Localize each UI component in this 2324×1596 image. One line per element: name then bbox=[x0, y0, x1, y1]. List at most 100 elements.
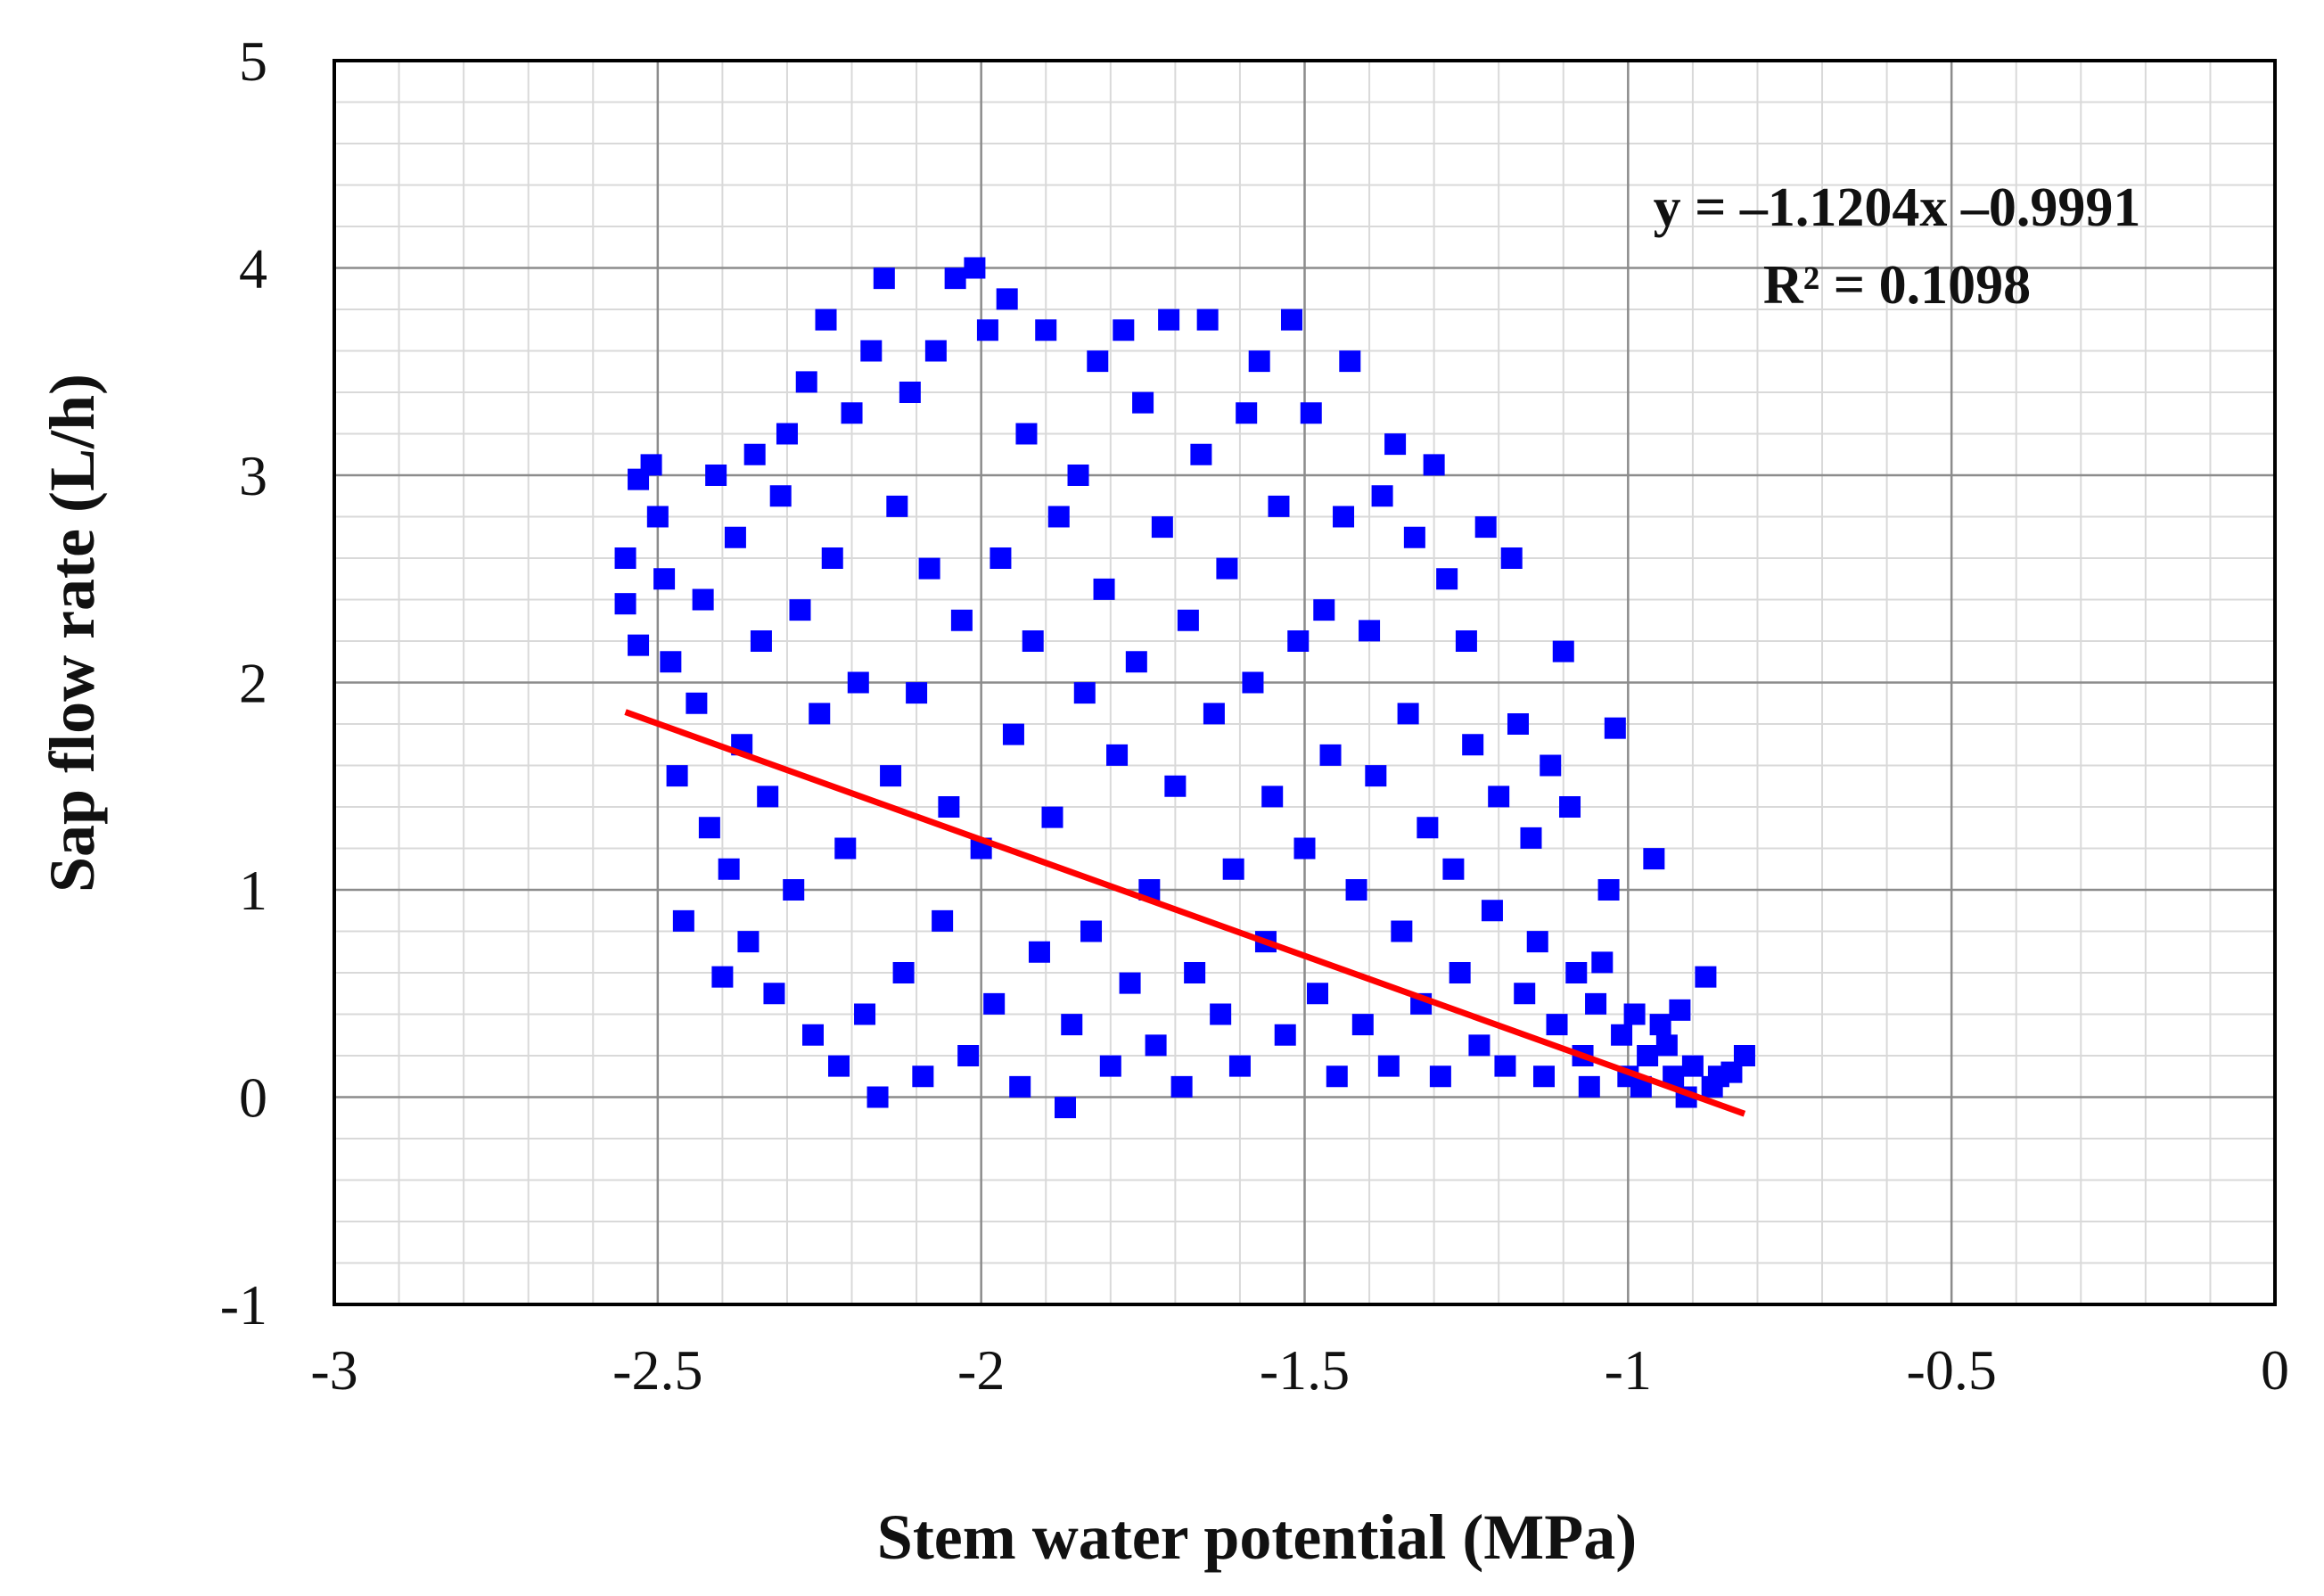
data-point bbox=[1158, 309, 1180, 331]
data-point bbox=[1125, 651, 1147, 673]
data-point bbox=[899, 382, 921, 403]
x-tick-label: -2 bbox=[957, 1338, 1005, 1402]
data-point bbox=[1132, 391, 1154, 414]
data-point bbox=[698, 817, 720, 839]
data-point bbox=[1222, 858, 1244, 880]
data-point bbox=[906, 682, 928, 704]
data-point bbox=[828, 1055, 850, 1077]
data-point bbox=[1028, 941, 1050, 963]
data-point bbox=[1733, 1045, 1755, 1066]
data-point bbox=[711, 966, 734, 988]
data-point bbox=[1578, 1075, 1600, 1098]
data-point bbox=[1216, 557, 1238, 580]
x-axis-tick-labels: -3 -2.5 -2 -1.5 -1 -0.5 0 bbox=[310, 1338, 2289, 1402]
data-point bbox=[1520, 827, 1542, 849]
data-point bbox=[1637, 1045, 1659, 1066]
data-points bbox=[614, 257, 1755, 1119]
data-point bbox=[757, 786, 779, 808]
data-point bbox=[1151, 516, 1173, 539]
data-point bbox=[938, 796, 960, 818]
data-point bbox=[614, 547, 636, 569]
y-axis-title: Sap flow rate (L/h) bbox=[37, 374, 108, 893]
data-point bbox=[841, 402, 863, 424]
data-point bbox=[686, 692, 708, 714]
data-point bbox=[1287, 630, 1310, 652]
plot-area-frame bbox=[333, 59, 2277, 1306]
data-point bbox=[860, 340, 883, 362]
data-point bbox=[1242, 671, 1264, 694]
data-point bbox=[854, 1003, 876, 1025]
data-point bbox=[996, 288, 1018, 310]
data-point bbox=[737, 931, 760, 953]
data-point bbox=[834, 837, 857, 860]
data-point bbox=[1481, 900, 1503, 922]
data-point bbox=[815, 309, 837, 331]
data-point bbox=[1565, 962, 1588, 983]
data-point bbox=[1649, 1014, 1671, 1036]
data-point bbox=[1073, 682, 1096, 704]
data-point bbox=[1055, 1097, 1077, 1119]
data-point bbox=[918, 557, 940, 580]
data-point bbox=[1119, 972, 1141, 994]
data-point bbox=[672, 909, 694, 932]
y-tick-label: 4 bbox=[239, 237, 267, 300]
x-tick-label: 0 bbox=[2261, 1338, 2289, 1402]
data-point bbox=[1015, 423, 1038, 445]
data-point bbox=[646, 506, 669, 528]
data-point bbox=[783, 879, 805, 901]
data-point bbox=[1293, 837, 1316, 860]
data-point bbox=[847, 671, 869, 694]
y-tick-label: 2 bbox=[239, 652, 267, 715]
data-point bbox=[1351, 1014, 1374, 1036]
data-point bbox=[1184, 962, 1206, 983]
y-tick-label: 0 bbox=[239, 1066, 267, 1130]
data-point bbox=[1681, 1055, 1704, 1077]
data-point bbox=[1345, 879, 1367, 901]
data-point bbox=[789, 599, 811, 621]
data-point bbox=[1377, 1055, 1400, 1077]
data-point bbox=[1449, 962, 1471, 983]
data-point bbox=[1429, 1065, 1451, 1088]
trendline-equation: y = –1.1204x –0.9991 bbox=[1654, 177, 2141, 238]
data-point bbox=[1384, 433, 1407, 456]
data-point bbox=[801, 1024, 824, 1046]
data-point bbox=[718, 858, 740, 880]
data-point bbox=[950, 609, 973, 631]
y-tick-label: -1 bbox=[220, 1273, 267, 1337]
data-point bbox=[1170, 1075, 1193, 1098]
data-point bbox=[1585, 992, 1607, 1015]
data-point bbox=[743, 443, 766, 465]
data-point bbox=[873, 267, 895, 290]
data-point bbox=[1190, 443, 1212, 465]
data-point bbox=[1474, 516, 1497, 539]
data-point bbox=[1236, 402, 1258, 424]
data-point bbox=[1248, 350, 1270, 373]
data-point bbox=[1164, 775, 1187, 797]
data-point bbox=[614, 593, 636, 615]
data-point bbox=[976, 319, 998, 341]
data-point bbox=[705, 465, 727, 486]
data-point bbox=[763, 983, 785, 1005]
data-point bbox=[1669, 999, 1691, 1021]
data-point bbox=[1280, 309, 1302, 331]
data-point bbox=[1339, 350, 1361, 373]
data-point bbox=[1061, 1014, 1083, 1036]
data-point bbox=[912, 1065, 934, 1088]
data-point bbox=[1643, 848, 1665, 870]
data-point bbox=[809, 703, 831, 725]
data-point bbox=[1196, 309, 1219, 331]
data-point bbox=[653, 568, 676, 590]
data-point bbox=[1391, 920, 1413, 942]
data-point bbox=[880, 765, 902, 787]
data-point bbox=[692, 588, 714, 611]
data-point bbox=[1313, 599, 1335, 621]
x-tick-label: -0.5 bbox=[1907, 1338, 1997, 1402]
data-point bbox=[724, 526, 746, 548]
data-point bbox=[983, 992, 1006, 1015]
data-point bbox=[1462, 734, 1484, 756]
data-point bbox=[1468, 1034, 1490, 1057]
data-point bbox=[1597, 879, 1620, 901]
data-point bbox=[1552, 640, 1574, 662]
